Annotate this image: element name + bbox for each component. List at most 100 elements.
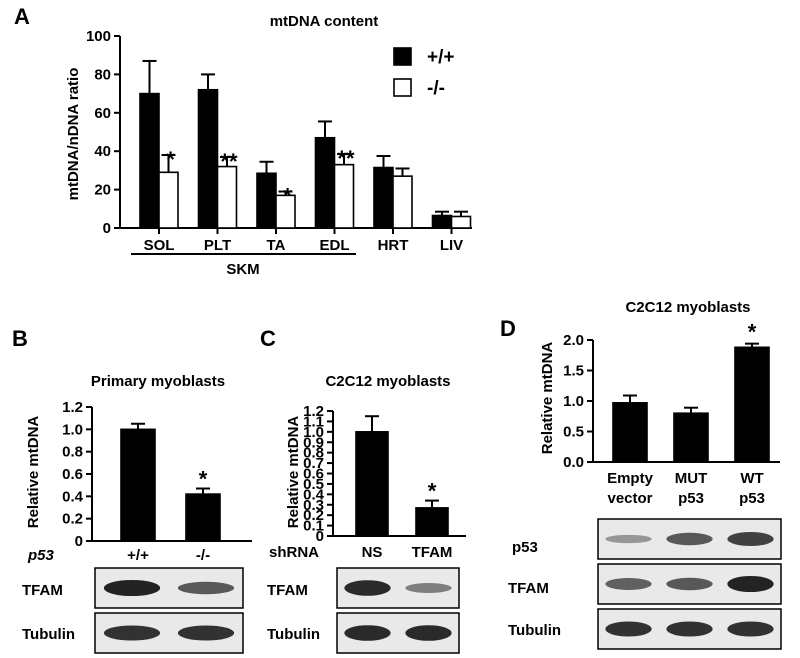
panel-b-category-label: -/- <box>196 547 210 564</box>
panel-c-category-label: TFAM <box>412 544 453 561</box>
panel-a-category-label: LIV <box>440 237 463 254</box>
panel-a-errorbar <box>278 190 293 196</box>
panel-a-bar-ko <box>158 171 179 229</box>
panel-a-bar-wt <box>197 88 219 229</box>
panel-c-category-label: NS <box>362 544 383 561</box>
panel-c-ylabel: Relative mtDNA <box>285 416 302 529</box>
panel-b-blot-label-tubulin: Tubulin <box>22 626 75 643</box>
panel-d-category-label: vector <box>607 490 652 507</box>
panel-c-blot-tfam-band <box>405 583 452 593</box>
panel-c-y-tick-label: 1.0 <box>303 424 324 441</box>
panel-c-bar <box>415 507 449 537</box>
panel-d-blot-p53-band <box>727 531 774 547</box>
panel-b-ylabel-group: Relative mtDNA <box>25 416 42 529</box>
panel-a-bar-wt <box>431 214 453 229</box>
panel-c-y-tick-label: 0.3 <box>303 497 324 514</box>
panel-c-bar <box>355 431 389 537</box>
panel-b-blot-tfam <box>94 567 244 609</box>
panel-d-errorbar <box>745 342 759 348</box>
panel-a-category-label: HRT <box>378 237 409 254</box>
panel-b-blot-tubulin <box>94 612 244 654</box>
panel-a-bar-ko <box>333 163 355 229</box>
panel-b-chart: 0 0.2 0.4 0.6 0.8 1.0 1.2 +/+ * -/- <box>62 399 252 564</box>
panel-c-y-tick-label: 0 <box>316 528 324 545</box>
panel-a-y-tick-label: 20 <box>94 182 111 199</box>
panel-b-blot-tubulin-band <box>103 625 161 641</box>
panel-a-y-tick-label: 40 <box>94 143 111 160</box>
panel-c-y-tick-label: 0.2 <box>303 507 324 524</box>
panel-d-blot-label-p53: p53 <box>512 539 538 556</box>
panel-a-y-tick-label: 0 <box>103 220 111 237</box>
panel-c-y-tick-label: 0.8 <box>303 445 324 462</box>
panel-a-errorbar <box>376 155 391 168</box>
panel-a-significance: * <box>283 184 292 209</box>
panel-a-errorbar <box>259 160 274 174</box>
panel-d-y-tick-label: 0.5 <box>563 424 584 441</box>
panel-a-group-label: SKM <box>226 261 259 278</box>
panel-a-errorbar <box>220 155 234 167</box>
panel-c-row-label: shRNA <box>269 544 319 561</box>
panel-d-errorbar <box>623 394 637 403</box>
panel-c-errorbar <box>365 415 379 432</box>
panel-d-blot-p53-band <box>666 532 713 546</box>
panel-b-y-tick-label: 1.0 <box>62 421 83 438</box>
panel-a-bar-wt <box>314 136 336 229</box>
panel-d-ylabel-group: Relative mtDNA <box>539 342 556 455</box>
panel-d-category-label: p53 <box>678 490 704 507</box>
panel-b-y-tick-label: 0 <box>75 533 83 550</box>
panel-c-blot-tubulin <box>336 612 460 654</box>
panel-c-significance: * <box>428 479 437 504</box>
panel-a-bar-wt <box>139 92 160 229</box>
panel-c-errorbar <box>425 499 439 508</box>
panel-a-y-tick-label: 80 <box>94 66 111 83</box>
panel-c-blot-tubulin-band <box>405 625 452 641</box>
panel-b-bar <box>185 493 221 542</box>
panel-b-letter: B <box>12 326 28 351</box>
panel-c-blot-tfam-band <box>344 580 391 596</box>
panel-d-blot-tfam-band <box>727 575 774 593</box>
legend-label-ko: -/- <box>427 78 445 99</box>
panel-d-significance: * <box>748 320 757 345</box>
panel-d-title: C2C12 myoblasts <box>625 299 750 316</box>
legend-label-wt: +/+ <box>427 47 454 68</box>
panel-d-errorbar <box>684 406 698 414</box>
panel-c-blot-tubulin-band <box>344 625 391 641</box>
panel-d-blot-tubulin-band <box>666 621 713 637</box>
panel-b-y-tick-label: 0.6 <box>62 466 83 483</box>
panel-c-y-tick-label: 1.1 <box>303 413 324 430</box>
panel-a-bar-wt <box>256 172 277 229</box>
panel-c-letter: C <box>260 326 276 351</box>
panel-c-ylabel-group: Relative mtDNA <box>285 416 302 529</box>
panel-d-category-label: WT <box>740 470 763 487</box>
panel-b-y-tick-label: 0.2 <box>62 511 83 528</box>
panel-b-blot-tfam-band <box>177 581 235 595</box>
panel-a-chart: 0 20 40 60 80 100 * SOL ** PLT * TA ** EDL HRT LIV <box>86 28 472 254</box>
panel-a-errorbar <box>142 59 157 94</box>
panel-c-chart: 00.10.20.30.40.50.60.70.80.91.01.11.2 NS *… <box>303 403 466 561</box>
panel-d-bar <box>673 412 709 463</box>
panel-b-category-label: +/+ <box>127 547 149 564</box>
panel-a-ylabel-group: mtDNA/nDNA ratio <box>65 68 82 201</box>
panel-b-ylabel: Relative mtDNA <box>25 416 42 529</box>
legend-swatch-wt <box>393 47 412 66</box>
panel-c-title: C2C12 myoblasts <box>325 373 450 390</box>
panel-a-bar-ko <box>216 165 238 229</box>
panel-a-errorbar <box>395 167 410 177</box>
panel-d-blot-tfam <box>597 563 782 605</box>
panel-a-errorbar <box>161 154 176 173</box>
panel-a-errorbar <box>435 210 449 216</box>
panel-c-y-tick-label: 0.9 <box>303 434 324 451</box>
panel-c-blot-tfam <box>336 567 460 609</box>
panel-a-category-label: SOL <box>144 237 175 254</box>
panel-c-y-tick-label: 0.5 <box>303 476 324 493</box>
panel-d-ylabel: Relative mtDNA <box>539 342 556 455</box>
panel-a-bar-ko <box>450 215 472 229</box>
panel-a-errorbar <box>337 153 351 165</box>
panel-b-y-tick-label: 1.2 <box>62 399 83 416</box>
panel-a-errorbar <box>201 73 215 90</box>
panel-a-errorbar <box>454 210 468 217</box>
panel-b-y-tick-label: 0.4 <box>62 488 84 505</box>
panel-d-y-tick-label: 2.0 <box>563 332 584 349</box>
panel-a-category-label: TA <box>267 237 286 254</box>
